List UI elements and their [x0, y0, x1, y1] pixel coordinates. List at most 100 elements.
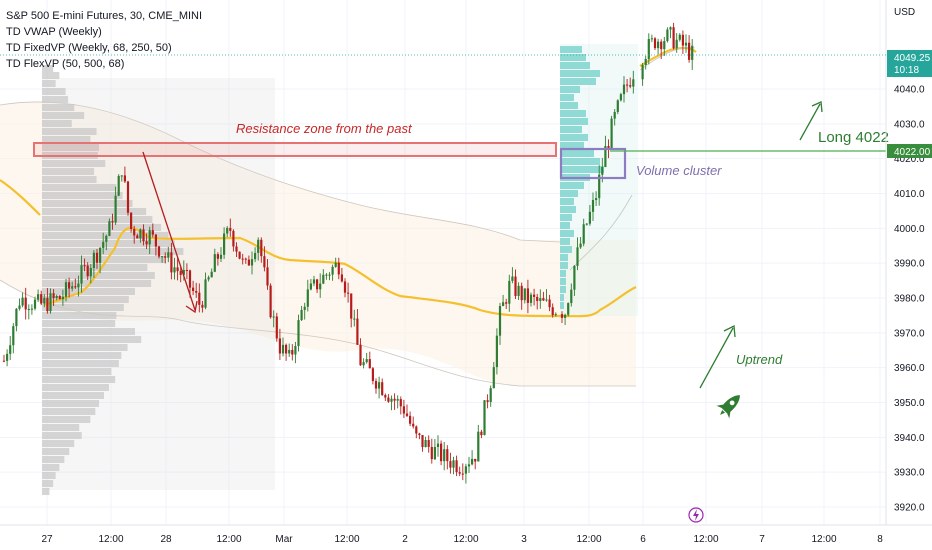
price-tick-label: 3980.0	[894, 294, 925, 305]
teal-vp-bar	[560, 198, 574, 205]
candle-body	[381, 382, 384, 396]
candle-body	[232, 230, 235, 247]
candle-body	[61, 296, 64, 300]
vwap-line	[0, 179, 637, 318]
candle-body	[672, 27, 675, 49]
candle-body	[2, 360, 6, 362]
candle-body	[384, 395, 387, 398]
fixedvp-bar	[42, 464, 60, 471]
candle-body	[526, 288, 529, 303]
price-tick-label: 3920.0	[894, 503, 925, 514]
candle-body	[95, 252, 99, 263]
candle-body	[46, 297, 49, 312]
candle-body	[402, 406, 405, 414]
candle-body	[567, 303, 570, 315]
candle-body	[12, 326, 15, 346]
candle-body	[458, 472, 461, 474]
candle-body	[195, 290, 198, 293]
candle-body	[663, 41, 666, 50]
candle-body	[573, 265, 576, 290]
candle-body	[139, 229, 142, 239]
candle-body	[443, 449, 446, 462]
candle-body	[49, 293, 52, 312]
candle-body	[598, 174, 601, 199]
candle-body	[368, 359, 371, 369]
candle-body	[179, 271, 182, 275]
candle-body	[316, 279, 319, 290]
resistance-zone[interactable]	[33, 142, 557, 157]
svg-text:10:18: 10:18	[894, 65, 919, 76]
candle-body	[467, 464, 471, 467]
fixedvp-bar	[42, 120, 72, 127]
candle-body	[325, 274, 328, 276]
candle-body	[235, 246, 238, 252]
teal-vp-bar	[560, 214, 572, 221]
flash-event-icon[interactable]	[688, 507, 704, 523]
time-axis[interactable]: 27 12:00 28 12:00 Mar 12:00 2 12:00 3 12:00 6 12:00…	[41, 534, 883, 545]
candle-body	[371, 368, 374, 382]
flexvp-inner-line	[569, 194, 633, 271]
candle-body	[92, 252, 95, 269]
candle-body	[9, 345, 12, 354]
price-axis[interactable]: 4040.0 4030.0 4020.0 4010.0 4000.0 3990.0 3980…	[894, 85, 925, 514]
candle-body	[77, 283, 80, 288]
fixedvp-bar	[42, 168, 95, 175]
red-arrow-line	[142, 151, 196, 311]
candle-body	[660, 41, 663, 50]
candle-body	[133, 228, 136, 236]
candle-body	[167, 252, 170, 258]
candle-body	[176, 267, 179, 272]
teal-vp-bar	[560, 118, 588, 125]
candle-body	[657, 41, 660, 49]
indicator-fixedvp[interactable]: TD FixedVP (Weekly, 68, 250, 50)	[6, 42, 172, 54]
candle-body	[278, 338, 281, 354]
candle-body	[647, 39, 650, 59]
candle-body	[257, 239, 260, 253]
candle-body	[21, 297, 24, 306]
candle-body	[421, 435, 424, 448]
candle-body	[114, 195, 117, 223]
candles	[2, 22, 694, 484]
candle-body	[229, 227, 232, 231]
level-badge: 4022.00	[887, 144, 932, 158]
indicator-flexvp[interactable]: TD FlexVP (50, 500, 68)	[6, 58, 125, 70]
candle-body	[102, 241, 105, 248]
candle-body	[182, 269, 185, 275]
volume-cluster-box[interactable]	[559, 147, 627, 180]
candle-body	[415, 426, 418, 434]
fixedvp-bar	[42, 488, 50, 495]
fixedvp-bar	[42, 216, 153, 223]
candle-body	[340, 274, 343, 282]
teal-vp-bar	[560, 166, 604, 173]
time-tick-label: 28	[160, 534, 172, 545]
candle-body	[347, 292, 350, 294]
candle-body	[564, 314, 567, 318]
candle-body	[123, 175, 126, 182]
price-tick-label: 3950.0	[894, 398, 925, 409]
candle-body	[452, 460, 455, 468]
candle-body	[412, 423, 415, 427]
candle-body	[570, 289, 573, 304]
candle-body	[610, 118, 613, 148]
price-tick-label: 3970.0	[894, 328, 925, 339]
fixedvp-histogram	[42, 65, 184, 495]
teal-vp-bar	[560, 182, 584, 189]
candle-body	[291, 349, 294, 355]
candle-body	[99, 247, 102, 263]
uptrend-arrow-line	[699, 327, 734, 389]
indicator-vwap[interactable]: TD VWAP (Weekly)	[6, 26, 102, 38]
candle-body	[337, 262, 340, 275]
fixedvp-bar	[42, 160, 106, 167]
fixedvp-bar	[42, 256, 166, 263]
price-tick-label: 4000.0	[894, 224, 925, 235]
time-tick-label: 12:00	[334, 534, 359, 545]
candle-body	[64, 282, 68, 297]
symbol-title[interactable]: S&P 500 E-mini Futures, 30, CME_MINI	[6, 10, 203, 22]
price-tick-label: 3930.0	[894, 468, 925, 479]
fixedvp-bar	[42, 320, 116, 327]
candle-body	[244, 258, 247, 260]
candle-body	[247, 259, 250, 266]
candle-body	[52, 293, 55, 299]
candle-body	[322, 274, 325, 284]
